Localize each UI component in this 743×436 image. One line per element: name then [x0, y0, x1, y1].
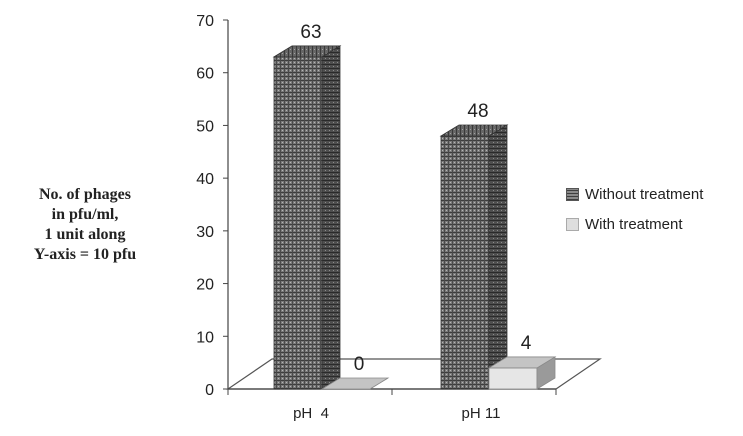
y-axis-label: No. of phages in pfu/ml, 1 unit along Y-… [10, 185, 160, 265]
bar-with-treatment [320, 377, 390, 390]
y-tick-label: 10 [196, 329, 214, 346]
bar-front [488, 367, 538, 390]
y-tick-label: 0 [205, 382, 214, 399]
legend-label: With treatment [585, 215, 683, 233]
data-label: 0 [354, 354, 365, 375]
legend: Without treatment With treatment [566, 184, 703, 244]
x-axis: pH 4 pH 11 [293, 405, 500, 422]
y-tick-label: 40 [196, 171, 214, 188]
bar-front [440, 135, 490, 390]
y-tick-label: 30 [196, 224, 214, 241]
y-tick-label: 50 [196, 118, 214, 135]
bar-with-treatment [487, 356, 557, 390]
bar-without-treatment [272, 45, 342, 390]
y-tick-label: 20 [196, 277, 214, 294]
y-tick-label: 60 [196, 66, 214, 83]
bar-top [320, 377, 390, 390]
legend-swatch [566, 187, 579, 201]
data-label: 63 [300, 22, 321, 43]
x-tick-label: pH 11 [462, 405, 501, 422]
legend-label: Without treatment [585, 185, 704, 203]
data-label: 48 [467, 101, 488, 122]
bar-top [272, 45, 342, 58]
data-labels: 63 48 0 4 [300, 22, 531, 375]
y-axis-label-line: No. of phages [38, 186, 131, 203]
bar-front [273, 56, 323, 390]
y-axis-label-line: Y-axis = 10 pfu [33, 246, 137, 263]
data-label: 4 [521, 333, 532, 354]
legend-item-with-treatment: With treatment [566, 214, 703, 234]
x-tick-label: pH 4 [293, 405, 329, 422]
bar-side [488, 124, 508, 390]
bar-side [321, 45, 341, 390]
legend-swatch [566, 217, 579, 231]
bar-top [439, 124, 509, 137]
y-axis-label-line: in pfu/ml, [51, 206, 119, 223]
legend-item-without-treatment: Without treatment [566, 184, 703, 204]
y-axis-label-line: 1 unit along [44, 226, 126, 243]
y-tick-label: 70 [196, 13, 214, 30]
bars [272, 45, 557, 390]
bar-top [487, 356, 557, 369]
bar-without-treatment [439, 124, 509, 390]
